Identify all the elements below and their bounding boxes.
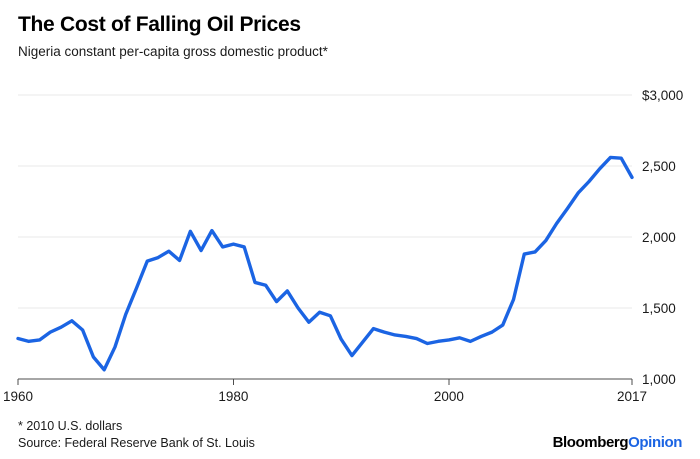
x-axis-tick-labels: 1960 1980 2000 2017	[3, 389, 647, 404]
bloomberg-opinion-logo: BloombergOpinion	[552, 434, 683, 452]
x-tick-label: 1960	[3, 389, 33, 404]
x-axis-ticks	[17, 379, 633, 385]
y-tick-label: 2,500	[642, 159, 676, 174]
chart-header: The Cost of Falling Oil Prices Nigeria c…	[18, 12, 678, 62]
footnote-source: Source: Federal Reserve Bank of St. Loui…	[18, 436, 255, 450]
page-title: The Cost of Falling Oil Prices	[18, 13, 301, 36]
chart-footer: * 2010 U.S. dollars Source: Federal Rese…	[18, 418, 682, 452]
y-tick-label: 1,000	[642, 372, 676, 387]
brand-opinion-text: Opinion	[628, 434, 682, 451]
x-tick-label: 2000	[434, 389, 464, 404]
y-tick-label: $3,000	[642, 88, 683, 103]
gridlines	[18, 94, 632, 380]
data-series-line	[16, 155, 634, 372]
y-axis-tick-labels: 1,000 1,500 2,000 2,500 $3,000	[642, 88, 683, 387]
brand-bloomberg-text: Bloomberg	[552, 434, 629, 451]
y-tick-label: 2,000	[642, 230, 676, 245]
chart-subtitle: Nigeria constant per-capita gross domest…	[18, 44, 328, 59]
footnote-units: * 2010 U.S. dollars	[18, 419, 123, 433]
y-tick-label: 1,500	[642, 301, 676, 316]
x-tick-label: 2017	[617, 389, 647, 404]
x-tick-label: 1980	[218, 389, 248, 404]
